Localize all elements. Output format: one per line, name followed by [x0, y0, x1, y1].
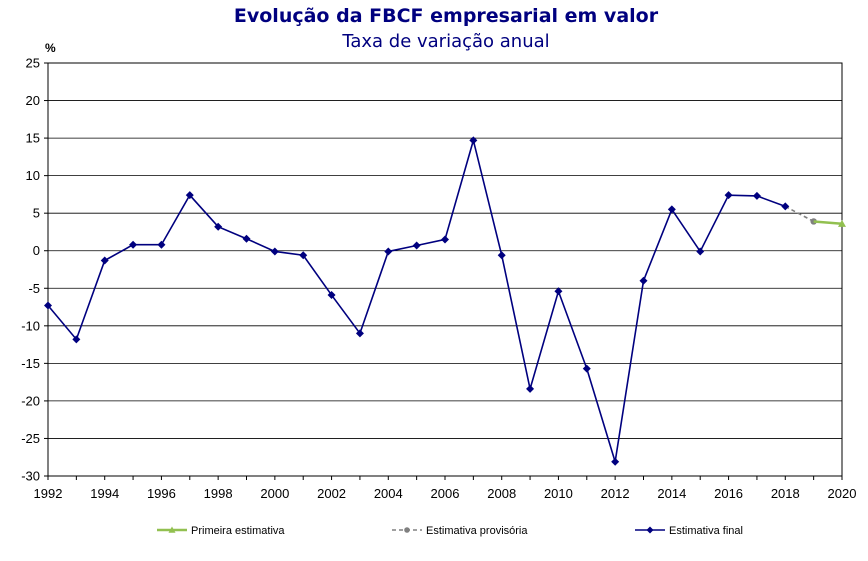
data-point: [838, 219, 846, 227]
data-point: [100, 256, 109, 265]
legend: Primeira estimativa Estimativa provisória…: [157, 525, 743, 537]
grid-lines: [48, 62, 842, 477]
series-line: [47, 137, 786, 462]
data-point: [554, 287, 563, 296]
y-tick-label: 0: [33, 243, 40, 258]
y-tick-label: -30: [21, 469, 40, 484]
data-point: [526, 384, 535, 393]
data-point: [781, 202, 790, 211]
series-line: [784, 205, 815, 223]
chart-subtitle: Taxa de variação anual: [341, 31, 549, 52]
legend-label: Estimativa final: [669, 525, 743, 537]
data-point: [72, 335, 81, 344]
plot-area-border: [47, 62, 843, 477]
y-tick-label: -25: [21, 431, 40, 446]
series-0: [813, 219, 846, 227]
data-point: [469, 136, 478, 145]
data-point: [404, 527, 410, 533]
x-tick-label: 1994: [90, 486, 119, 501]
data-point: [157, 240, 166, 249]
series-line: [813, 220, 843, 225]
y-tick-label: 5: [33, 206, 40, 221]
y-tick-label: -20: [21, 393, 40, 408]
y-tick-label: 25: [26, 56, 40, 71]
data-point: [667, 205, 676, 214]
data-point: [44, 301, 52, 310]
chart-title: Evolução da FBCF empresarial em valor: [234, 5, 659, 27]
y-tick-label: -10: [21, 318, 40, 333]
x-tick-label: 2000: [260, 486, 289, 501]
series-1: [784, 205, 817, 225]
x-axis-ticks: 1992 1994 1996 1998 2000 2002 2004 2006 2008 2010…: [34, 476, 857, 501]
series-2: [44, 136, 790, 466]
y-tick-label: 15: [26, 131, 40, 146]
data-point: [327, 291, 336, 300]
x-tick-label: 2006: [431, 486, 460, 501]
x-tick-label: 2016: [714, 486, 743, 501]
y-tick-label: -5: [28, 281, 40, 296]
data-point: [129, 240, 138, 249]
x-tick-label: 1996: [147, 486, 176, 501]
series-group: [44, 136, 846, 466]
y-tick-label: 10: [26, 168, 40, 183]
data-point: [639, 276, 648, 285]
x-tick-label: 2012: [601, 486, 630, 501]
x-tick-label: 2010: [544, 486, 573, 501]
y-tick-label: 20: [26, 93, 40, 108]
data-point: [412, 241, 421, 250]
data-point: [646, 526, 654, 534]
data-point: [752, 191, 761, 200]
x-tick-label: 1998: [204, 486, 233, 501]
data-point: [185, 191, 194, 200]
legend-item: Primeira estimativa: [157, 525, 285, 537]
data-point: [384, 247, 393, 256]
x-tick-label: 2004: [374, 486, 403, 501]
x-tick-label: 1992: [34, 486, 63, 501]
data-point: [214, 222, 223, 231]
data-point: [497, 251, 506, 260]
data-point: [270, 247, 279, 256]
x-tick-label: 2020: [828, 486, 857, 501]
y-axis-unit-label: %: [45, 41, 56, 55]
data-point: [168, 526, 176, 533]
y-tick-label: -15: [21, 356, 40, 371]
x-tick-label: 2008: [487, 486, 516, 501]
data-point: [299, 251, 308, 260]
data-point: [724, 191, 733, 200]
legend-item: Estimativa final: [635, 525, 743, 537]
data-point: [611, 457, 620, 466]
x-tick-label: 2014: [657, 486, 686, 501]
x-tick-label: 2002: [317, 486, 346, 501]
legend-label: Estimativa provisória: [426, 525, 528, 537]
data-point: [696, 247, 705, 256]
data-point: [355, 329, 364, 338]
legend-item: Estimativa provisória: [392, 525, 528, 537]
x-tick-label: 2018: [771, 486, 800, 501]
data-point: [441, 235, 449, 244]
legend-label: Primeira estimativa: [191, 525, 285, 537]
data-point: [242, 234, 251, 243]
data-point: [582, 364, 591, 373]
y-axis-ticks: 25 20 15 10 5 0 -5 -10 -15 -20 -25 -30: [21, 56, 48, 484]
